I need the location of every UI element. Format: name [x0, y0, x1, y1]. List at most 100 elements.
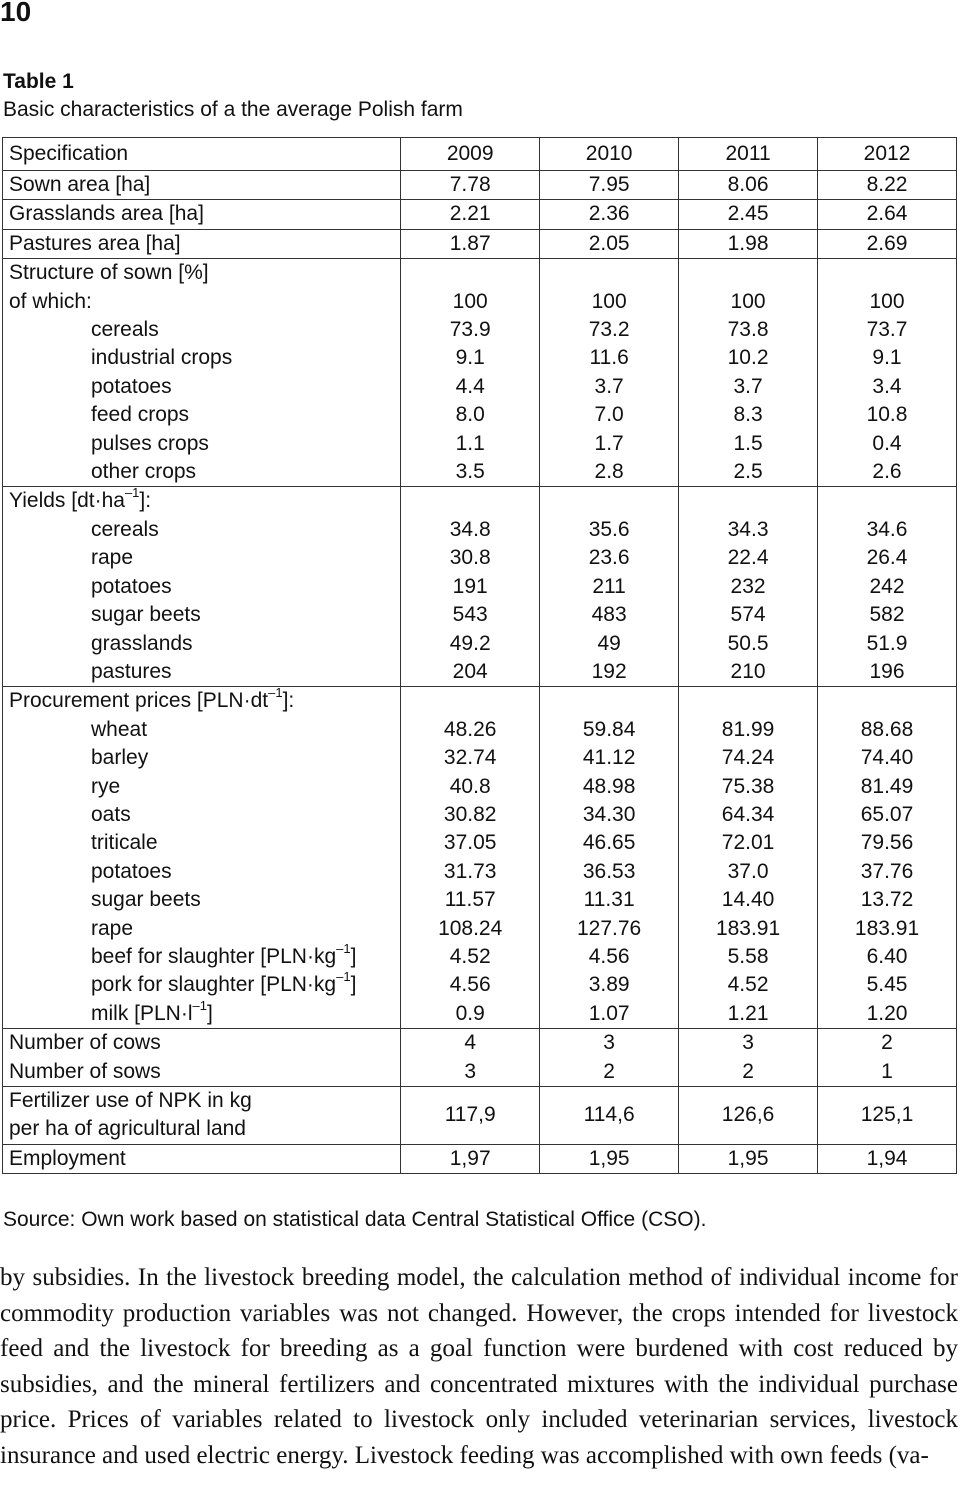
prices-value: 30.82 — [443, 802, 497, 826]
structure-value: 7.0 — [594, 403, 624, 427]
fertilizer-row: Fertilizer use of NPK in kg per ha of agr… — [1, 1086, 957, 1145]
prices-value: 32.74 — [443, 746, 497, 770]
row-value: 7.78 — [400, 169, 541, 201]
prices-title: Procurement prices [PLN·dt–1]: — [9, 685, 394, 715]
yields-value: 483 — [591, 603, 627, 627]
prices-item-superscript: –1 — [192, 997, 207, 1013]
yields-value: 34.3 — [727, 517, 769, 541]
yields-value: 211 — [592, 574, 626, 598]
prices-item-close: ] — [206, 1001, 213, 1025]
animals-value: 2 — [742, 1059, 754, 1083]
structure-value: 100 — [869, 289, 905, 313]
prices-item-close: ] — [350, 973, 357, 997]
prices-value: 4.52 — [449, 944, 491, 968]
row-label: Pastures area [ha] — [1, 228, 402, 260]
yields-value: 34.6 — [866, 517, 908, 541]
table-label: Table 1 — [3, 70, 74, 93]
row-value: 2.21 — [400, 199, 541, 230]
row-label: Sown area [ha] — [1, 169, 402, 201]
prices-value: 31.73 — [443, 859, 497, 883]
prices-values-column: 048.2632.7440.830.8237.0531.7311.57108.2… — [400, 686, 541, 1030]
prices-value: 74.40 — [860, 746, 914, 770]
prices-value: 79.56 — [860, 831, 914, 855]
structure-value: 11.6 — [589, 346, 629, 370]
animals-value: 4 — [464, 1031, 477, 1055]
prices-value: 88.68 — [860, 717, 914, 741]
prices-item-label: rye — [91, 774, 121, 798]
structure-value: 10.2 — [727, 346, 769, 370]
structure-value: 73.9 — [449, 318, 491, 342]
structure-value: 73.8 — [727, 318, 769, 342]
prices-value: 4.56 — [449, 973, 491, 997]
row-label: Grasslands area [ha] — [1, 199, 402, 230]
employment-row: Employment 1,97 1,95 1,95 1,94 — [1, 1143, 957, 1175]
employment-value: 1,97 — [400, 1143, 541, 1175]
prices-item-superscript: –1 — [336, 940, 351, 956]
prices-value: 72.01 — [721, 831, 775, 855]
prices-value: 37.76 — [860, 859, 914, 883]
yields-title-superscript: –1 — [124, 485, 140, 501]
yields-title-text: Yields [dt·ha — [9, 489, 125, 513]
prices-value: 46.65 — [582, 831, 636, 855]
structure-value: 1.1 — [455, 431, 485, 455]
prices-item-label: beef for slaughter [PLN·kg–1] — [9, 940, 394, 971]
yields-value: 51.9 — [866, 631, 908, 655]
yields-value: 50.5 — [727, 631, 769, 655]
animals-value: 3 — [464, 1059, 477, 1083]
structure-values-column: 010073.810.23.78.31.52.5 — [678, 258, 819, 488]
fertilizer-value: 114,6 — [539, 1086, 680, 1145]
structure-first-label: of which: — [9, 289, 92, 313]
structure-value: 2.8 — [594, 460, 624, 484]
fertilizer-value: 126,6 — [678, 1086, 819, 1145]
prices-value: 1.07 — [588, 1001, 630, 1025]
prices-block: Procurement prices [PLN·dt–1]: wheat barle… — [1, 685, 957, 1030]
yields-value: 242 — [869, 574, 905, 598]
table-row: Pastures area [ha] 1.87 2.05 1.98 2.69 — [1, 228, 957, 260]
prices-value: 1.20 — [866, 1001, 908, 1025]
prices-value: 48.98 — [582, 774, 636, 798]
structure-value: 2.6 — [872, 460, 902, 484]
row-value: 2.36 — [539, 199, 680, 230]
prices-value: 41.12 — [582, 746, 636, 770]
prices-value: 5.58 — [727, 944, 769, 968]
structure-item-label: feed crops — [91, 403, 190, 427]
structure-value: 8.3 — [733, 403, 763, 427]
prices-value: 40.8 — [449, 774, 491, 798]
table-title: Basic characteristics of a the average P… — [3, 98, 463, 121]
structure-value: 9.1 — [872, 346, 902, 370]
structure-value: 0.4 — [872, 431, 902, 455]
structure-value: 1.7 — [594, 431, 624, 455]
yields-value: 35.6 — [588, 517, 630, 541]
prices-value: 81.49 — [860, 774, 914, 798]
prices-title-superscript: –1 — [268, 685, 283, 701]
prices-value: 183.91 — [854, 916, 920, 940]
structure-values-column: 010073.79.13.410.80.42.6 — [817, 258, 957, 488]
structure-item-label: cereals — [91, 318, 159, 342]
yields-value: 574 — [730, 603, 766, 627]
animals-value: 3 — [742, 1031, 754, 1055]
structure-value: 8.0 — [455, 403, 485, 427]
yields-value: 196 — [869, 659, 905, 683]
row-value: 7.95 — [539, 169, 680, 201]
structure-value: 3.4 — [872, 374, 902, 398]
structure-labels: Structure of sown [%] of which: cereals ind… — [1, 258, 402, 488]
header-year: 2011 — [678, 137, 819, 171]
prices-values-column: 059.8441.1248.9834.3046.6536.5311.31127.… — [539, 686, 680, 1030]
prices-value: 3.89 — [588, 973, 630, 997]
prices-value: 36.53 — [582, 859, 636, 883]
prices-value: 127.76 — [577, 916, 642, 940]
yields-item-label: rape — [91, 546, 134, 570]
prices-value: 48.26 — [443, 717, 497, 741]
prices-value: 1.21 — [727, 1001, 769, 1025]
yields-value: 49.2 — [449, 631, 491, 655]
fertilizer-value: 125,1 — [817, 1086, 957, 1145]
structure-item-label: other crops — [91, 460, 197, 484]
yields-item-label: grasslands — [91, 631, 193, 655]
yields-value: 22.4 — [727, 546, 769, 570]
prices-item-label: potatoes — [91, 859, 172, 883]
structure-value: 100 — [452, 289, 488, 313]
row-value: 2.05 — [539, 228, 680, 260]
yields-value: 210 — [730, 659, 766, 683]
